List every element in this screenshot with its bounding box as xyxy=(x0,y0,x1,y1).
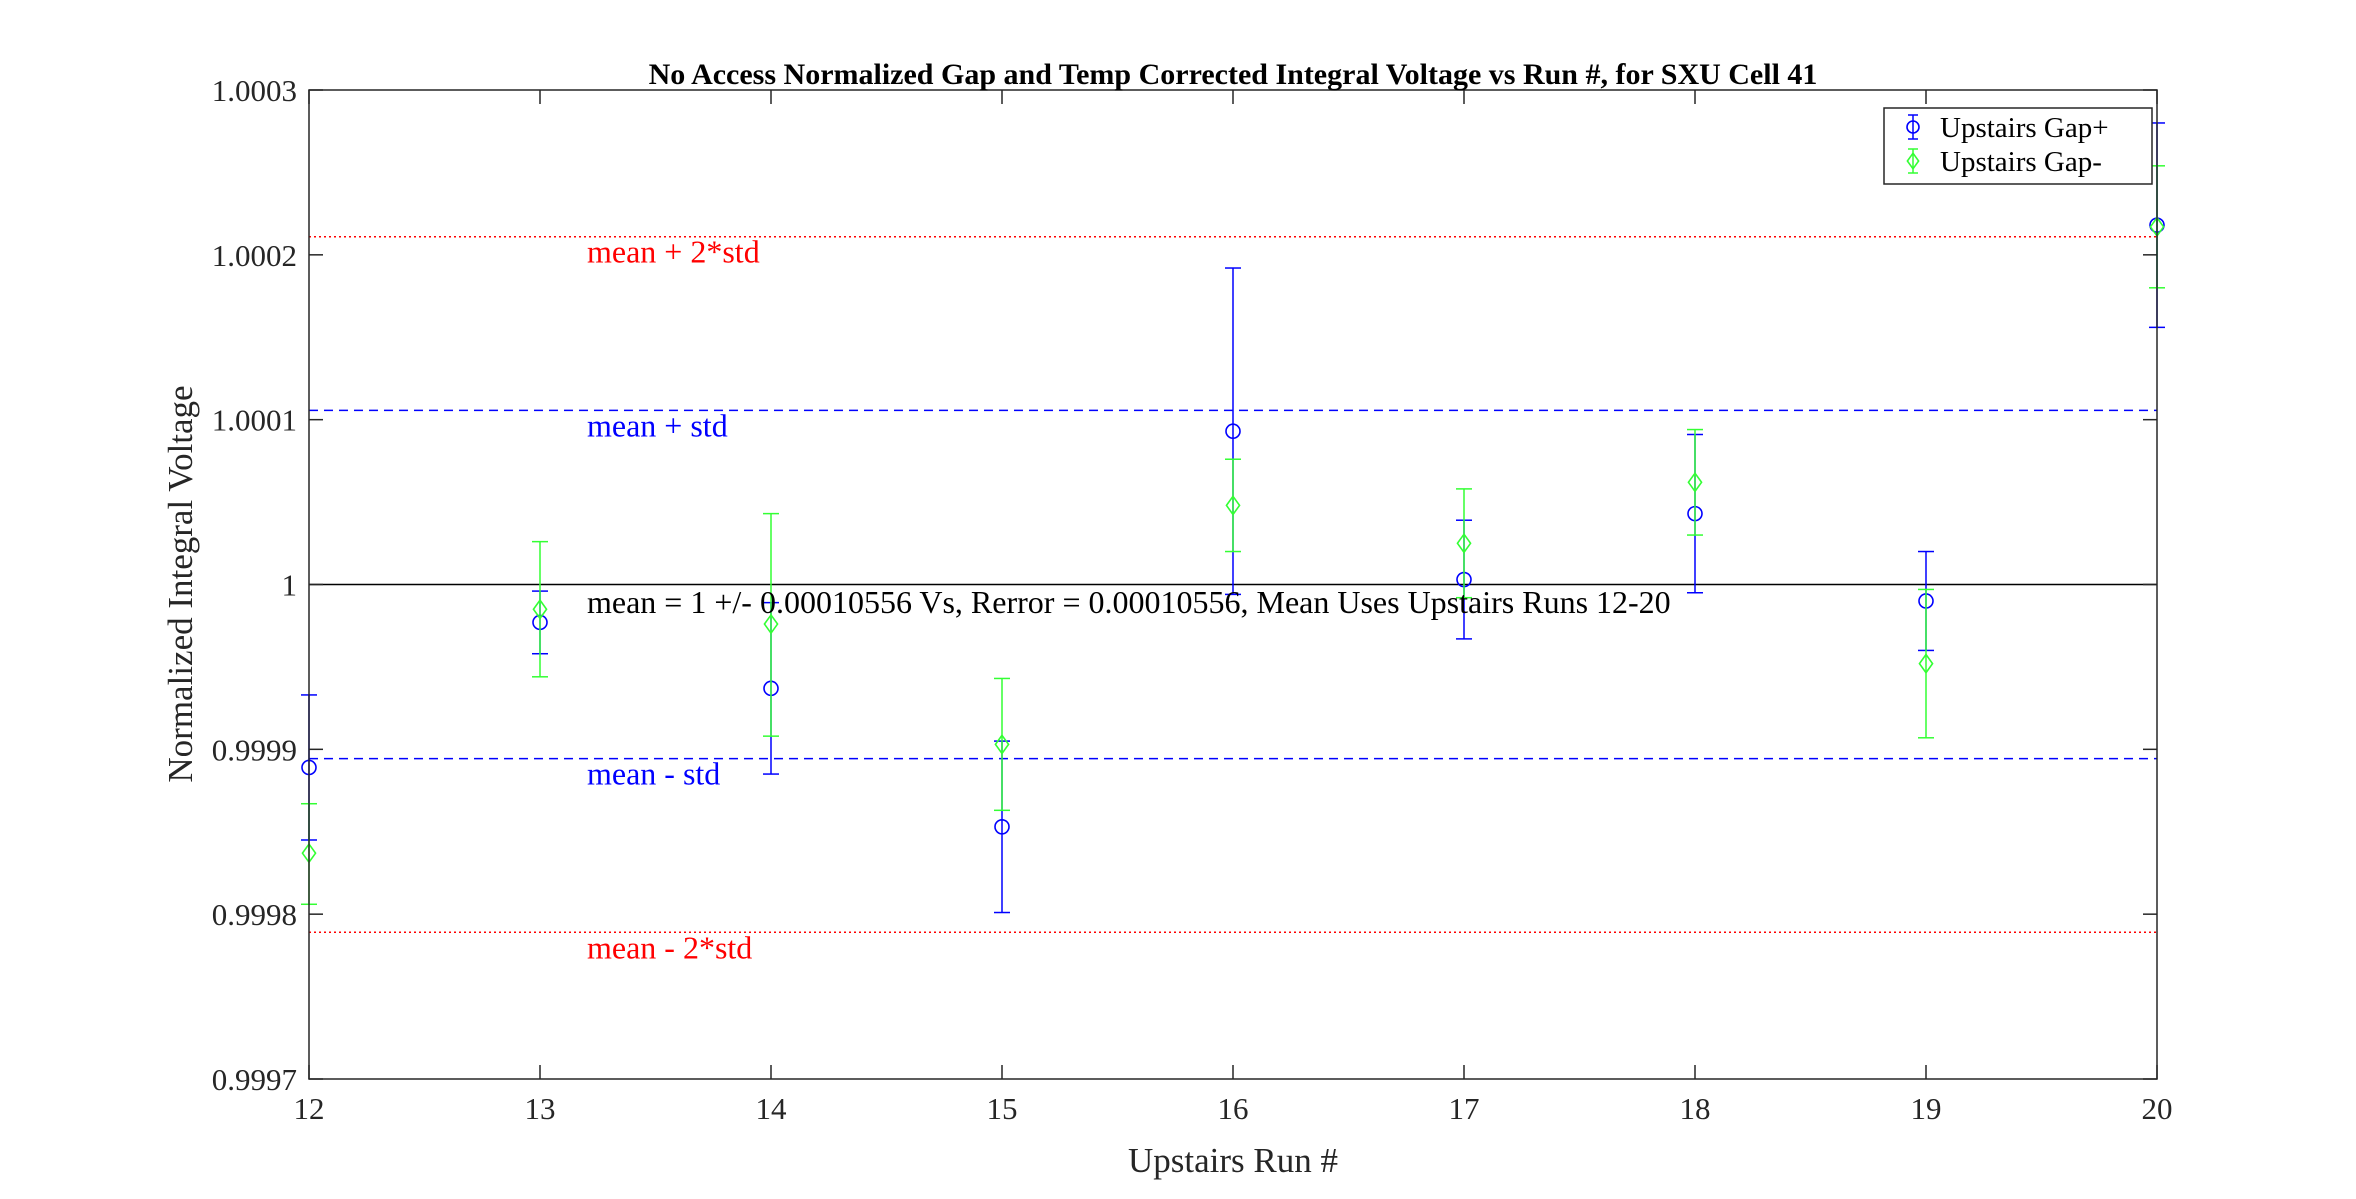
chart-title: No Access Normalized Gap and Temp Correc… xyxy=(649,58,1818,91)
data-point-diamond xyxy=(1225,494,1241,516)
reference-line-label: mean + 2*std xyxy=(587,234,760,270)
data-point-diamond xyxy=(1456,532,1472,554)
data-point-diamond xyxy=(763,613,779,635)
x-tick-label: 19 xyxy=(1911,1091,1942,1126)
x-tick-label: 20 xyxy=(2142,1091,2173,1126)
y-tick-label: 1.0002 xyxy=(212,238,297,273)
x-tick-label: 12 xyxy=(294,1091,325,1126)
y-tick-label: 1.0003 xyxy=(212,73,297,108)
y-tick-label: 1 xyxy=(282,568,298,603)
data-point-diamond xyxy=(1918,653,1934,675)
x-tick-label: 13 xyxy=(525,1091,556,1126)
x-tick-label: 17 xyxy=(1449,1091,1480,1126)
data-point-circle xyxy=(1225,423,1241,440)
legend-label: Upstairs Gap- xyxy=(1940,146,2102,178)
legend: Upstairs Gap+Upstairs Gap- xyxy=(1883,107,2153,185)
reference-line-labels: mean + 2*std mean + std mean - std mean - 2… xyxy=(587,234,760,966)
x-tick-label: 15 xyxy=(987,1091,1018,1126)
y-tick-label: 1.0001 xyxy=(212,403,297,438)
axis-ticks: 12 13 14 15 16 17 18 19 20 0.9997 0.9998 0.9999 1 1.0… xyxy=(212,73,2173,1126)
data-point-circle xyxy=(994,819,1010,835)
reference-line-label: mean + std xyxy=(587,407,728,443)
data-point-diamond xyxy=(1906,151,1920,171)
mean-annotation: mean = 1 +/- 0.00010556 Vs, Rerror = 0.0… xyxy=(587,584,1671,620)
x-axis-label: Upstairs Run # xyxy=(1128,1141,1338,1180)
x-tick-label: 18 xyxy=(1680,1091,1711,1126)
y-tick-label: 0.9999 xyxy=(212,732,297,767)
x-tick-label: 16 xyxy=(1218,1091,1249,1126)
data-point-circle xyxy=(1906,120,1920,134)
y-axis-label: Normalized Integral Voltage xyxy=(161,385,200,782)
data-point-diamond xyxy=(994,733,1010,755)
x-tick-label: 14 xyxy=(756,1091,788,1126)
reference-line-label: mean - std xyxy=(587,756,720,792)
y-tick-label: 0.9998 xyxy=(212,897,297,932)
y-tick-label: 0.9997 xyxy=(212,1062,297,1097)
legend-box xyxy=(1883,107,2153,185)
data-point-diamond xyxy=(1687,471,1703,493)
reference-line-label: mean - 2*std xyxy=(587,929,752,965)
legend-label: Upstairs Gap+ xyxy=(1940,112,2109,144)
data-point-diamond xyxy=(532,598,548,620)
